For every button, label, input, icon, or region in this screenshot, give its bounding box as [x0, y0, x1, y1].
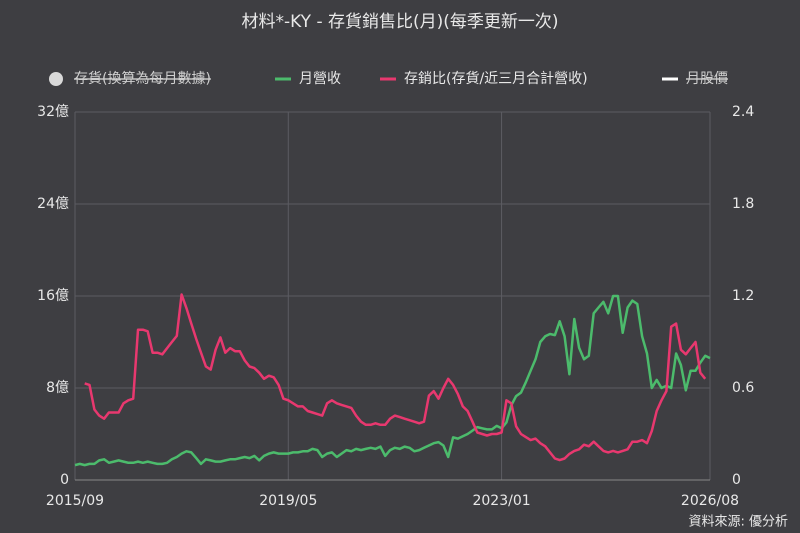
x-tick-label: 2015/09 [46, 493, 104, 509]
legend-label[interactable]: 存貨(換算為每月數據) [74, 70, 211, 87]
legend-label[interactable]: 月營收 [299, 71, 341, 87]
legend-label[interactable]: 月股價 [686, 70, 728, 87]
y2-tick-label: 1.2 [732, 288, 754, 304]
y2-tick-label: 2.4 [732, 104, 754, 120]
y-tick-label: 24億 [37, 196, 69, 212]
data-line [84, 293, 707, 462]
y-tick-label: 0 [60, 472, 69, 488]
chart-title: 材料*-KY - 存貨銷售比(月)(每季更新一次) [241, 12, 558, 32]
x-tick-label: 2019/05 [259, 493, 317, 509]
data-line [74, 294, 711, 467]
y-tick-label: 32億 [37, 104, 69, 120]
y-tick-label: 8億 [46, 380, 69, 396]
source-note: 資料來源: 優分析 [688, 515, 788, 530]
x-tick-label: 2026/08 [681, 493, 739, 509]
y2-tick-label: 0.6 [732, 380, 754, 396]
legend-marker [49, 72, 63, 86]
y-tick-label: 16億 [37, 288, 69, 304]
y2-tick-label: 0 [732, 472, 741, 488]
x-tick-label: 2023/01 [472, 493, 530, 509]
y2-tick-label: 1.8 [732, 196, 754, 212]
legend-label[interactable]: 存銷比(存貨/近三月合計營收) [404, 70, 588, 87]
